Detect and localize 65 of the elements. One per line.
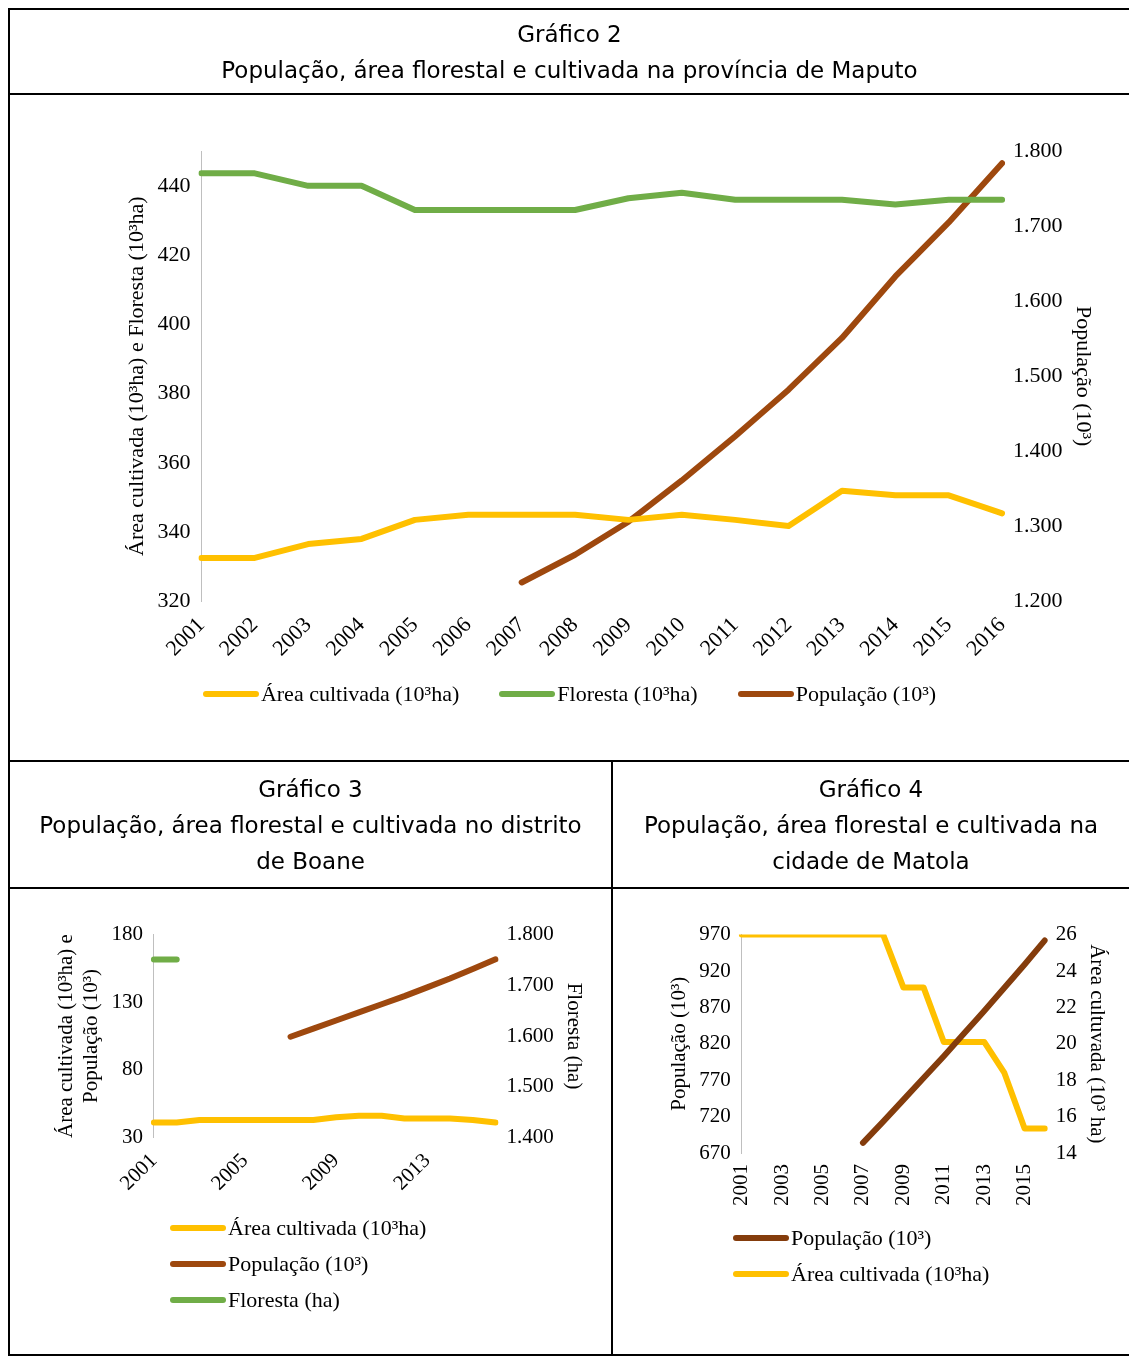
- y-tick-label: 80: [121, 1056, 143, 1081]
- legend-label: População (10³): [791, 1225, 932, 1251]
- legend-label: Floresta (ha): [228, 1287, 340, 1313]
- y2-axis-title: População (10³): [1072, 306, 1098, 447]
- y2-tick-label: 16: [1055, 1103, 1077, 1128]
- y-tick-label: 820: [699, 1030, 731, 1055]
- y2-tick-label: 1.400: [506, 1124, 554, 1148]
- y2-tick-label: 1.600: [506, 1022, 554, 1047]
- y2-tick-label: 1.700: [506, 971, 554, 996]
- y2-tick-label: 24: [1055, 957, 1078, 982]
- y-tick-label: 720: [699, 1103, 731, 1128]
- y2-tick-label: 1.700: [1013, 211, 1063, 237]
- y-tick-label: 400: [157, 310, 191, 336]
- x-tick-label: 2015: [1011, 1164, 1036, 1206]
- y2-tick-label: 1.400: [1013, 436, 1063, 462]
- chart-title: Gráfico 3: [258, 774, 363, 804]
- x-tick-label: 2003: [768, 1164, 793, 1206]
- y2-tick-label: 1.600: [1013, 286, 1063, 312]
- y2-tick-label: 1.800: [1013, 136, 1063, 162]
- y-tick-label: 130: [111, 988, 143, 1013]
- legend-label: Área cultivada (10³ha): [791, 1261, 990, 1287]
- y-tick-label: 420: [157, 240, 191, 266]
- y-tick-label: 180: [111, 921, 143, 946]
- legend-label: Floresta (10³ha): [557, 681, 698, 707]
- chart-title: Gráfico 4: [818, 774, 924, 804]
- y-tick-label: 770: [699, 1066, 731, 1091]
- legend-label: População (10³): [228, 1251, 369, 1277]
- legend-label: Área cultivada (10³ha): [260, 681, 460, 707]
- x-tick-label: 2007: [849, 1164, 874, 1206]
- y-tick-label: 320: [157, 587, 191, 612]
- x-tick-label: 2009: [889, 1164, 914, 1206]
- y-tick-label: 670: [699, 1139, 731, 1164]
- y-tick-label: 920: [699, 957, 731, 982]
- x-tick-label: 2011: [930, 1164, 955, 1206]
- y2-tick-label: 1.200: [1013, 587, 1063, 612]
- chart-subtitle: População, área florestal e cultivada no distrito de Boane: [38, 810, 583, 876]
- y2-tick-label: 14: [1055, 1139, 1078, 1164]
- y2-tick-label: 1.800: [506, 921, 554, 946]
- x-tick-label: 2005: [809, 1164, 834, 1206]
- y2-tick-label: 26: [1055, 921, 1077, 946]
- x-tick-label: 2013: [970, 1164, 995, 1206]
- y2-tick-label: 20: [1055, 1030, 1077, 1055]
- y2-tick-label: 22: [1055, 993, 1077, 1018]
- y2-tick-label: 1.500: [1013, 361, 1063, 387]
- chart-title: Gráfico 2: [517, 19, 622, 49]
- y2-axis-title: Floresta (ha): [562, 982, 587, 1090]
- chart-subtitle: População, área florestal e cultivada na cidade de Matola: [642, 810, 1100, 876]
- y-tick-label: 340: [157, 517, 191, 543]
- y-tick-label: 30: [121, 1124, 143, 1148]
- y-tick-label: 360: [157, 448, 191, 474]
- y2-tick-label: 1.300: [1013, 512, 1063, 537]
- y-axis-title: Área cultivada (10³ha) e População (10³): [53, 934, 103, 1139]
- chart-subtitle: População, área florestal e cultivada na província de Maputo: [221, 55, 918, 85]
- y-axis-title: Área cultivada (10³ha) e Floresta (10³ha): [122, 196, 148, 556]
- y2-tick-label: 1.500: [506, 1073, 554, 1098]
- y-tick-label: 380: [157, 379, 191, 405]
- y-tick-label: 970: [699, 921, 731, 946]
- y2-tick-label: 18: [1055, 1066, 1077, 1091]
- y-tick-label: 440: [157, 171, 191, 197]
- legend-label: População (10³): [795, 681, 937, 707]
- y-tick-label: 870: [699, 993, 731, 1018]
- legend-label: Área cultivada (10³ha): [228, 1215, 427, 1241]
- x-tick-label: 2001: [728, 1164, 753, 1206]
- y2-axis-title: Área cultuvada (10³ ha): [1085, 944, 1110, 1144]
- y-axis-title: População (10³): [666, 976, 691, 1111]
